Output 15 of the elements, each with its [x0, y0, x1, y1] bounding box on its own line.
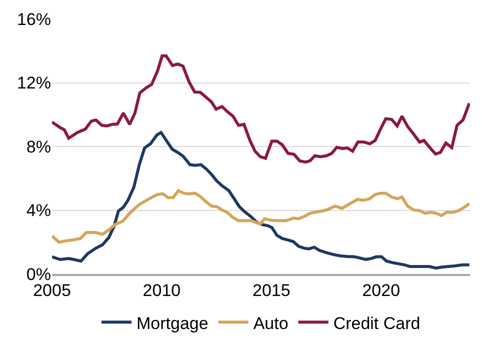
x-tick-label: 2015	[252, 281, 290, 300]
x-tick-label: 2005	[33, 281, 71, 300]
legend-label: Credit Card	[333, 314, 420, 333]
y-tick-label: 12%	[16, 74, 51, 93]
y-tick-label: 0%	[26, 264, 51, 284]
y-tick-label: 16%	[16, 10, 51, 29]
legend-label: Mortgage	[136, 314, 208, 333]
line-series	[52, 130, 470, 270]
line-series	[52, 189, 470, 244]
x-tick-label: 2020	[362, 281, 400, 300]
y-tick-label: 4%	[26, 201, 51, 220]
x-tick-label: 2010	[142, 281, 181, 300]
y-tick-label: 8%	[26, 137, 51, 156]
legend-label: Auto	[253, 314, 288, 333]
line-series	[52, 54, 470, 164]
